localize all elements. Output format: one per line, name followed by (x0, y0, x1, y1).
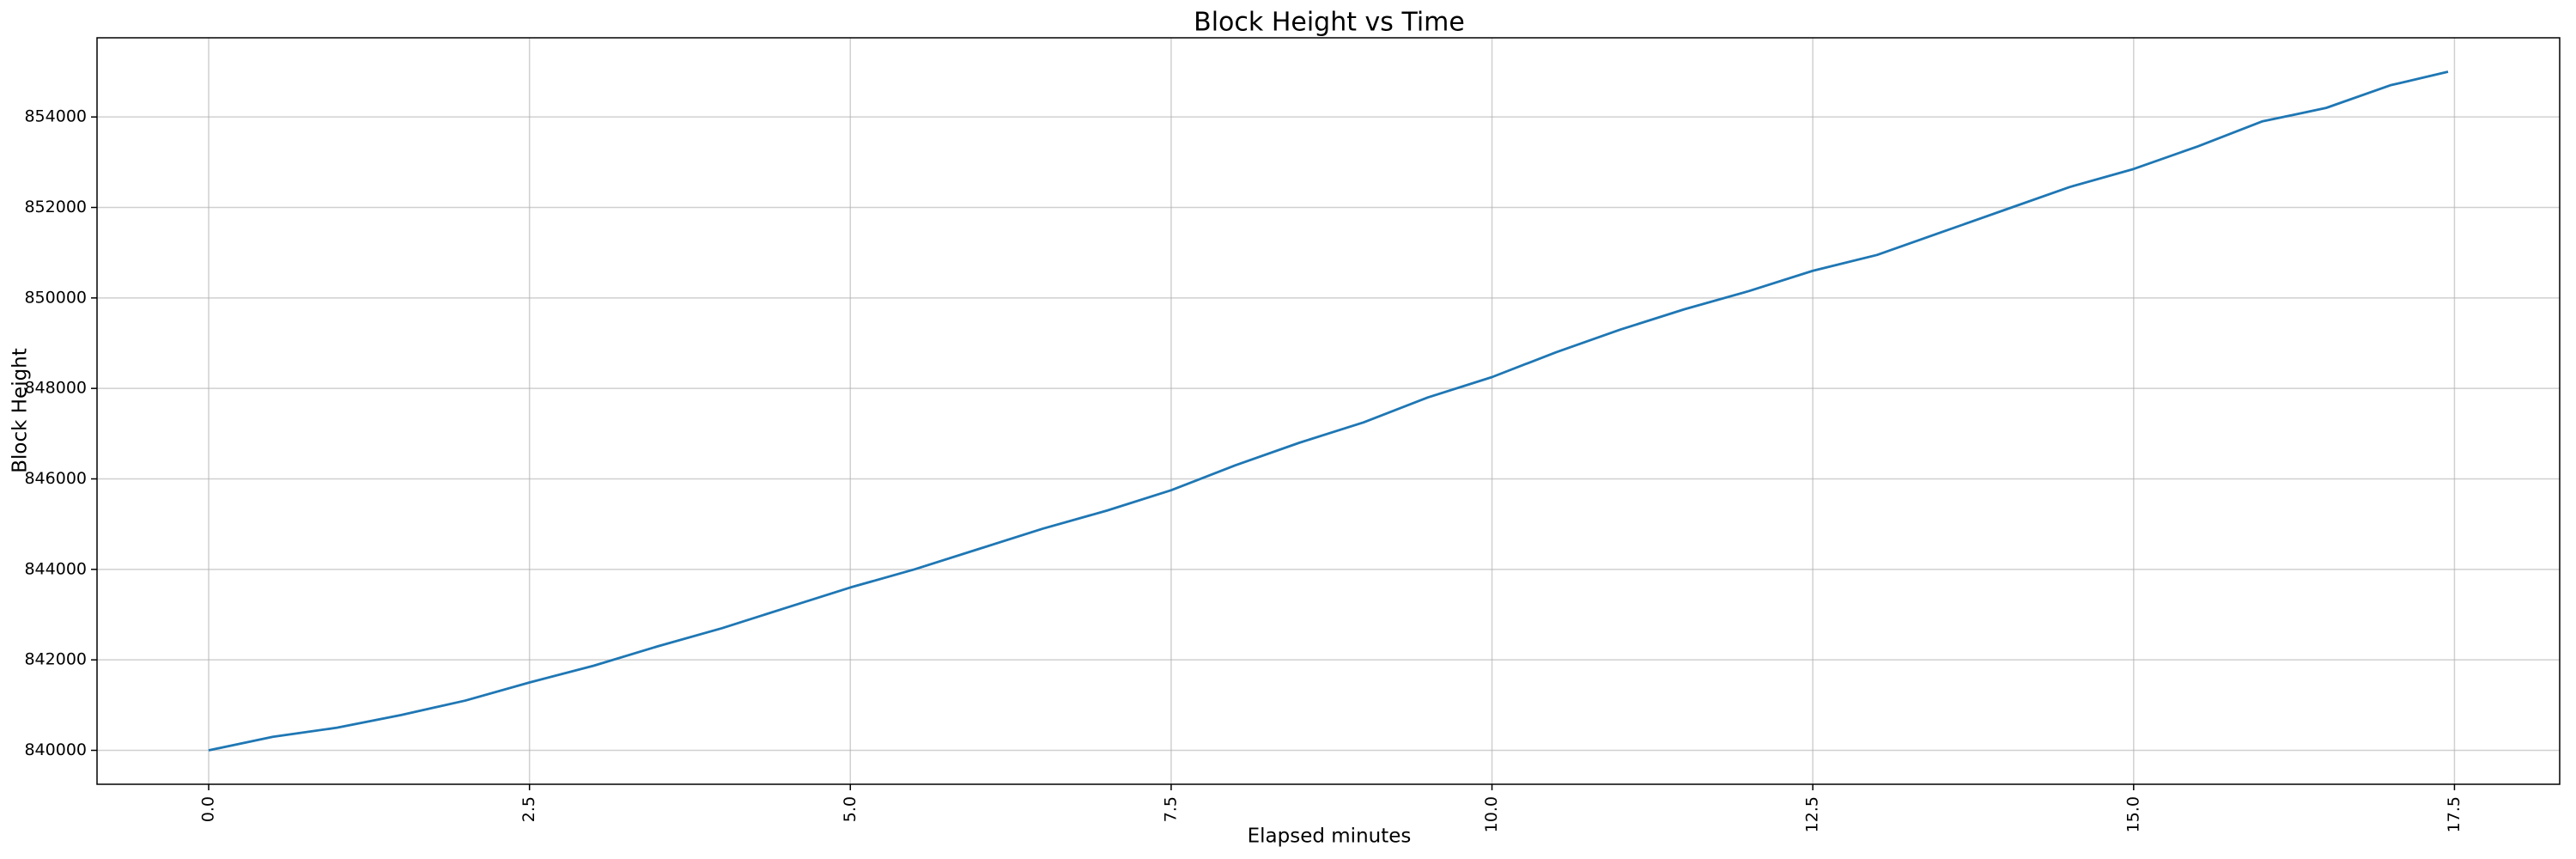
y-tick-label: 840000 (24, 740, 87, 759)
x-tick-label: 15.0 (2123, 796, 2142, 832)
y-tick-label: 844000 (24, 559, 87, 578)
y-tick-label: 842000 (24, 650, 87, 669)
x-tick-label: 7.5 (1161, 796, 1180, 822)
x-tick-label: 0.0 (199, 796, 218, 822)
y-axis-label: Block Height (9, 348, 32, 473)
x-axis-label: Elapsed minutes (1248, 825, 1412, 848)
plot-frame (96, 37, 2561, 785)
x-tick-label: 2.5 (519, 796, 538, 822)
y-tick-label: 846000 (24, 469, 87, 488)
x-tick-label: 5.0 (841, 796, 860, 822)
y-tick-label: 854000 (24, 107, 87, 126)
y-tick-label: 852000 (24, 198, 87, 216)
x-tick-label: 12.5 (1803, 796, 1822, 832)
y-tick-label: 850000 (24, 288, 87, 307)
x-tick-label: 10.0 (1482, 796, 1501, 832)
x-tick-label: 17.5 (2445, 796, 2464, 832)
data-line (208, 70, 2449, 752)
chart-title: Block Height vs Time (1194, 8, 1465, 38)
y-tick-label: 848000 (24, 379, 87, 398)
